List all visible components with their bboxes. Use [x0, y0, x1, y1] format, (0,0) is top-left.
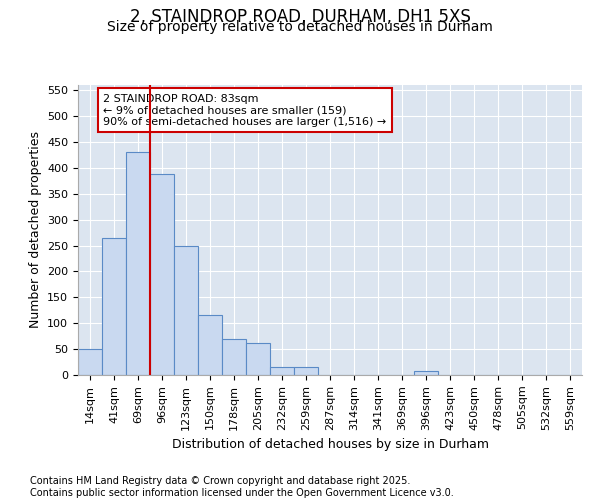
Text: Contains HM Land Registry data © Crown copyright and database right 2025.
Contai: Contains HM Land Registry data © Crown c… — [30, 476, 454, 498]
Bar — [126, 152, 150, 375]
Bar — [174, 246, 198, 375]
Bar — [246, 343, 270, 375]
Bar — [150, 174, 174, 375]
Bar — [414, 371, 438, 375]
Y-axis label: Number of detached properties: Number of detached properties — [29, 132, 41, 328]
Text: 2 STAINDROP ROAD: 83sqm
← 9% of detached houses are smaller (159)
90% of semi-de: 2 STAINDROP ROAD: 83sqm ← 9% of detached… — [103, 94, 386, 127]
Bar — [78, 349, 102, 375]
X-axis label: Distribution of detached houses by size in Durham: Distribution of detached houses by size … — [172, 438, 488, 451]
Bar — [270, 367, 294, 375]
Bar — [294, 367, 318, 375]
Bar — [222, 339, 246, 375]
Text: Size of property relative to detached houses in Durham: Size of property relative to detached ho… — [107, 20, 493, 34]
Text: 2, STAINDROP ROAD, DURHAM, DH1 5XS: 2, STAINDROP ROAD, DURHAM, DH1 5XS — [130, 8, 470, 26]
Bar — [102, 238, 126, 375]
Bar — [198, 316, 222, 375]
